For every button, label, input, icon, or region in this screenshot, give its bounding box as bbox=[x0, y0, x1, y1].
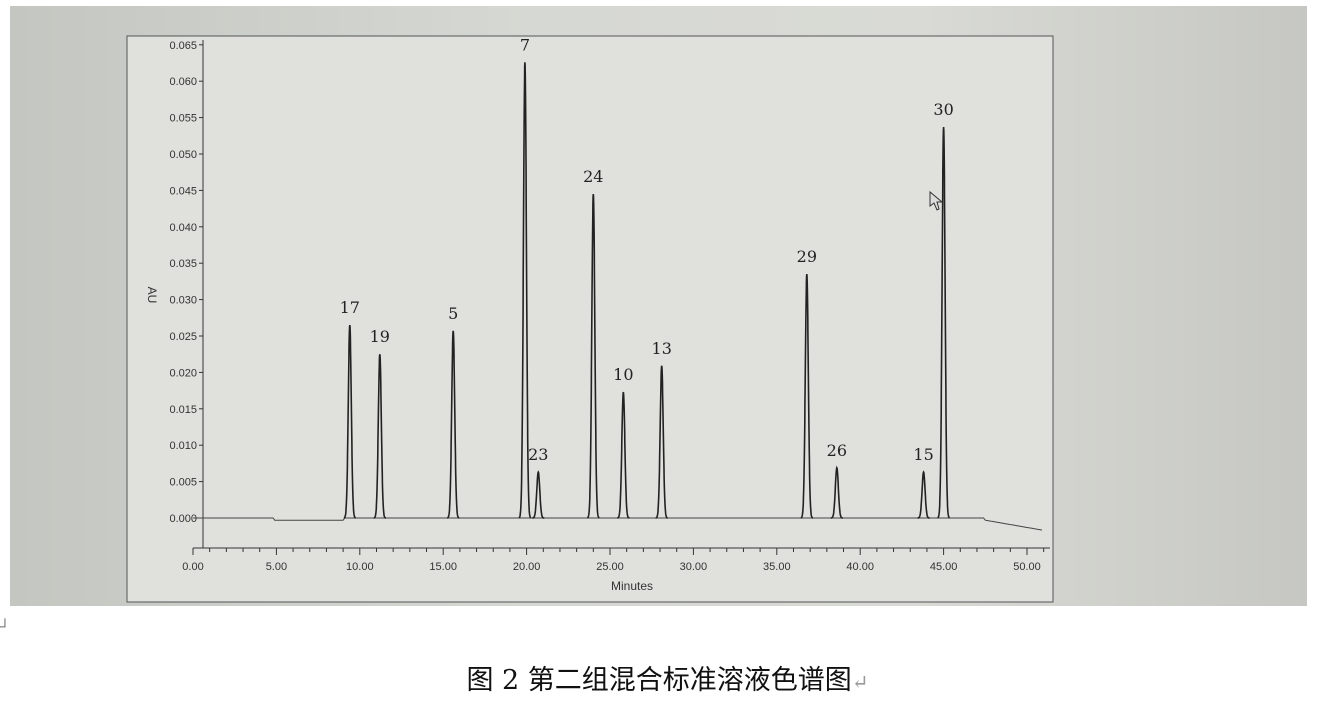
y-tick-label: 0.040 bbox=[169, 222, 197, 234]
peak-23 bbox=[532, 470, 545, 519]
peak-13 bbox=[655, 365, 668, 519]
peak-label: 23 bbox=[528, 445, 548, 464]
peak-15 bbox=[917, 470, 930, 519]
peak-26 bbox=[830, 465, 843, 519]
caption-text: 图 2 第二组混合标准溶液色谱图 bbox=[466, 665, 852, 696]
y-tick-label: 0.005 bbox=[169, 477, 197, 489]
peak-label: 13 bbox=[652, 339, 672, 358]
peak-label: 29 bbox=[797, 247, 817, 266]
x-tick-label: 40.00 bbox=[846, 561, 874, 573]
y-tick-label: 0.000 bbox=[169, 513, 197, 525]
figure-caption: 图 2 第二组混合标准溶液色谱图↵ bbox=[0, 658, 1335, 697]
x-axis-label: Minutes bbox=[611, 579, 653, 593]
peak-label: 24 bbox=[583, 167, 603, 186]
y-tick-label: 0.050 bbox=[169, 149, 197, 161]
peak-label: 15 bbox=[913, 445, 933, 464]
peak-label: 19 bbox=[370, 327, 390, 346]
y-tick-label: 0.020 bbox=[169, 367, 197, 379]
x-tick-label: 5.00 bbox=[266, 561, 287, 573]
return-mark: ↵ bbox=[851, 670, 869, 694]
y-tick-label: 0.065 bbox=[169, 40, 197, 52]
y-tick-label: 0.015 bbox=[169, 404, 197, 416]
plot-frame bbox=[126, 35, 1054, 603]
peak-30 bbox=[937, 127, 950, 519]
x-tick-label: 50.00 bbox=[1013, 561, 1041, 573]
peak-label: 5 bbox=[448, 304, 458, 323]
peak-5 bbox=[447, 330, 460, 519]
y-tick-label: 0.055 bbox=[169, 113, 197, 125]
peak-19 bbox=[373, 354, 386, 519]
peak-label: 10 bbox=[613, 365, 633, 384]
x-tick-label: 20.00 bbox=[513, 561, 541, 573]
x-tick-label: 45.00 bbox=[930, 561, 958, 573]
y-tick-label: 0.025 bbox=[169, 331, 197, 343]
y-tick-label: 0.045 bbox=[169, 185, 197, 197]
peak-10 bbox=[616, 391, 630, 519]
y-tick-label: 0.010 bbox=[169, 440, 197, 452]
peak-24 bbox=[586, 193, 600, 519]
peak-29 bbox=[800, 274, 814, 519]
y-tick-label: 0.060 bbox=[169, 76, 197, 88]
y-axis-label: AU bbox=[145, 287, 159, 304]
corner-mark: ┘ bbox=[0, 618, 10, 634]
x-tick-label: 15.00 bbox=[429, 561, 457, 573]
peak-label: 30 bbox=[933, 100, 953, 119]
x-tick-label: 10.00 bbox=[346, 561, 374, 573]
peak-label: 7 bbox=[520, 35, 530, 54]
x-tick-label: 35.00 bbox=[763, 561, 791, 573]
x-tick-label: 25.00 bbox=[596, 561, 624, 573]
y-tick-label: 0.030 bbox=[169, 295, 197, 307]
peak-7 bbox=[518, 62, 532, 519]
y-tick-label: 0.035 bbox=[169, 258, 197, 270]
peak-label: 17 bbox=[340, 298, 360, 317]
peak-label: 26 bbox=[827, 441, 847, 460]
x-tick-label: 0.00 bbox=[182, 561, 203, 573]
mouse-cursor-icon bbox=[929, 190, 944, 211]
peak-17 bbox=[343, 324, 356, 519]
x-tick-label: 30.00 bbox=[680, 561, 708, 573]
